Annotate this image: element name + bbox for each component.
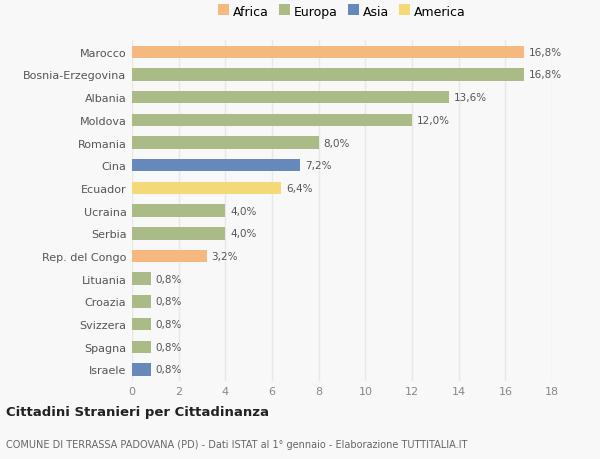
Bar — [132, 228, 226, 240]
Text: Cittadini Stranieri per Cittadinanza: Cittadini Stranieri per Cittadinanza — [6, 405, 269, 419]
Text: 16,8%: 16,8% — [529, 70, 562, 80]
Text: 7,2%: 7,2% — [305, 161, 331, 171]
Text: 4,0%: 4,0% — [230, 206, 256, 216]
Text: 6,4%: 6,4% — [286, 184, 313, 194]
Text: 0,8%: 0,8% — [155, 364, 182, 375]
Bar — [132, 273, 151, 285]
Bar — [132, 296, 151, 308]
Text: COMUNE DI TERRASSA PADOVANA (PD) - Dati ISTAT al 1° gennaio - Elaborazione TUTTI: COMUNE DI TERRASSA PADOVANA (PD) - Dati … — [6, 440, 467, 449]
Text: 0,8%: 0,8% — [155, 319, 182, 330]
Bar — [132, 318, 151, 330]
Text: 16,8%: 16,8% — [529, 48, 562, 58]
Bar — [132, 69, 524, 82]
Bar — [132, 46, 524, 59]
Bar — [132, 364, 151, 376]
Bar — [132, 114, 412, 127]
Text: 0,8%: 0,8% — [155, 297, 182, 307]
Text: 0,8%: 0,8% — [155, 274, 182, 284]
Bar — [132, 137, 319, 150]
Text: 8,0%: 8,0% — [323, 138, 350, 148]
Bar — [132, 182, 281, 195]
Bar — [132, 341, 151, 353]
Text: 12,0%: 12,0% — [416, 116, 449, 126]
Text: 13,6%: 13,6% — [454, 93, 487, 103]
Bar — [132, 205, 226, 218]
Text: 0,8%: 0,8% — [155, 342, 182, 352]
Bar — [132, 92, 449, 104]
Text: 3,2%: 3,2% — [211, 252, 238, 262]
Text: 4,0%: 4,0% — [230, 229, 256, 239]
Bar — [132, 250, 206, 263]
Bar — [132, 160, 300, 172]
Legend: Africa, Europa, Asia, America: Africa, Europa, Asia, America — [215, 3, 469, 22]
